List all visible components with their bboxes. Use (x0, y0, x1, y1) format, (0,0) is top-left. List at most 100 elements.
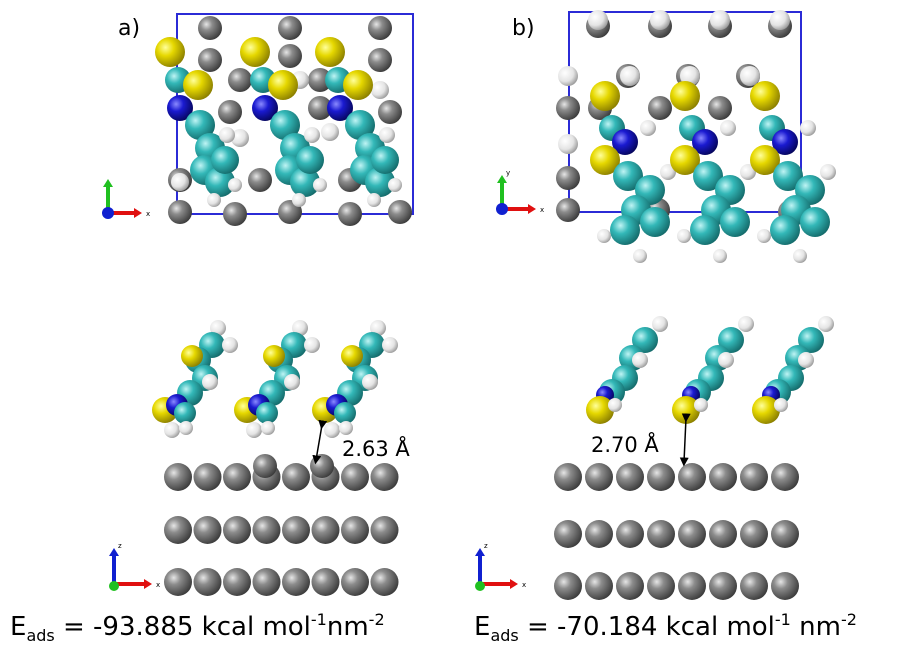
axis-label-y-top-b: y (506, 169, 510, 177)
carbon-atom (290, 167, 320, 197)
carbon-atom (205, 167, 235, 197)
hydrogen-atom (379, 127, 395, 143)
carbon-atom (610, 215, 640, 245)
hydrogen-atom (261, 421, 275, 435)
hydrogen-atom (740, 164, 756, 180)
metal-atom (740, 463, 768, 491)
carbon-atom (720, 207, 750, 237)
carbon-atom (773, 161, 803, 191)
hydrogen-atom (558, 66, 578, 86)
hydrogen-atom (292, 193, 306, 207)
metal-atom (616, 463, 644, 491)
axis-triad-bottom-b: z x (475, 542, 526, 591)
metal-atom (223, 516, 251, 544)
carbon-atom (371, 146, 399, 174)
metal-atom (678, 520, 706, 548)
hydrogen-atom (820, 164, 836, 180)
distance-arrow-a (312, 419, 328, 465)
axis-label-x-top-a: x (146, 210, 150, 218)
sulfur-atom (750, 145, 780, 175)
metal-atom (370, 463, 399, 491)
axis-label-x-top-b: x (540, 206, 544, 214)
metal-atom (164, 463, 192, 491)
metal-atom (370, 516, 399, 544)
hydrogen-atom (633, 249, 647, 263)
hydrogen-atom (640, 120, 656, 136)
carbon-atom (256, 402, 278, 424)
metal-atom (771, 520, 799, 548)
metal-atom (647, 520, 675, 548)
hydrogen-atom (588, 10, 608, 30)
hydrogen-atom (818, 316, 834, 332)
hydrogen-atom (304, 127, 320, 143)
nitrogen-atom (612, 129, 638, 155)
hydrogen-atom (608, 398, 622, 412)
carbon-atom (185, 110, 215, 140)
metal-atom (308, 96, 332, 120)
metal-atom (368, 16, 392, 40)
nitrogen-atom (772, 129, 798, 155)
hydrogen-atom (370, 320, 386, 336)
metal-atom (585, 520, 613, 548)
hydrogen-atom (164, 422, 180, 438)
carbon-atom (345, 110, 375, 140)
metal-atom (193, 516, 222, 544)
hydrogen-atom (219, 127, 235, 143)
axis-triad-top-b: y x (496, 169, 544, 215)
hydrogen-atom (774, 398, 788, 412)
metal-atom (678, 572, 706, 600)
metal-atom (585, 463, 613, 491)
hydrogen-atom (292, 320, 308, 336)
sulfur-atom (672, 396, 700, 424)
metal-atom (282, 568, 310, 596)
hydrogen-atom (339, 421, 353, 435)
hydrogen-atom (720, 120, 736, 136)
energy-exp2-a: -2 (368, 610, 385, 629)
energy-value-a: = -93.885 kcal mol (54, 612, 311, 642)
hydrogen-atom (313, 178, 327, 192)
hydrogen-atom (677, 229, 691, 243)
hydrogen-atom (304, 337, 320, 353)
metal-atom (248, 168, 272, 192)
hydrogen-atom (718, 352, 734, 368)
carbon-atom (270, 110, 300, 140)
metal-atom (193, 463, 222, 491)
carbon-atom (211, 146, 239, 174)
metal-atom (341, 463, 369, 491)
hydrogen-atom (694, 398, 708, 412)
metal-atom (740, 520, 768, 548)
hydrogen-atom (210, 320, 226, 336)
hydrogen-atom (713, 249, 727, 263)
hydrogen-atom (632, 352, 648, 368)
nitrogen-atom (252, 95, 278, 121)
sulfur-atom (155, 37, 185, 67)
hydrogen-atom (650, 10, 670, 30)
metal-atom (278, 16, 302, 40)
metal-atom (554, 572, 582, 600)
metal-atom (556, 166, 580, 190)
energy-unit-b: nm (790, 612, 841, 642)
sulfur-atom (670, 145, 700, 175)
sulfur-atom (183, 70, 213, 100)
axis-label-x-bottom-b: x (522, 581, 526, 589)
metal-atom (164, 568, 192, 596)
hydrogen-atom (207, 193, 221, 207)
axis-triad-bottom-a: z x (109, 542, 160, 591)
metal-atom (616, 520, 644, 548)
hydrogen-atom (202, 374, 218, 390)
metal-atom (253, 454, 277, 478)
sulfur-atom (181, 345, 203, 367)
hydrogen-atom (367, 193, 381, 207)
hydrogen-atom (740, 66, 760, 86)
metal-atom (282, 516, 310, 544)
carbon-atom (770, 215, 800, 245)
hydrogen-atom (371, 81, 389, 99)
energy-symbol-a: E (10, 612, 27, 642)
hydrogen-atom (597, 229, 611, 243)
metal-atom (198, 48, 222, 72)
axis-label-z-bottom-b: z (484, 542, 488, 550)
sulfur-atom (590, 145, 620, 175)
hydrogen-atom (757, 229, 771, 243)
metal-atom (709, 463, 737, 491)
hydrogen-atom (222, 337, 238, 353)
